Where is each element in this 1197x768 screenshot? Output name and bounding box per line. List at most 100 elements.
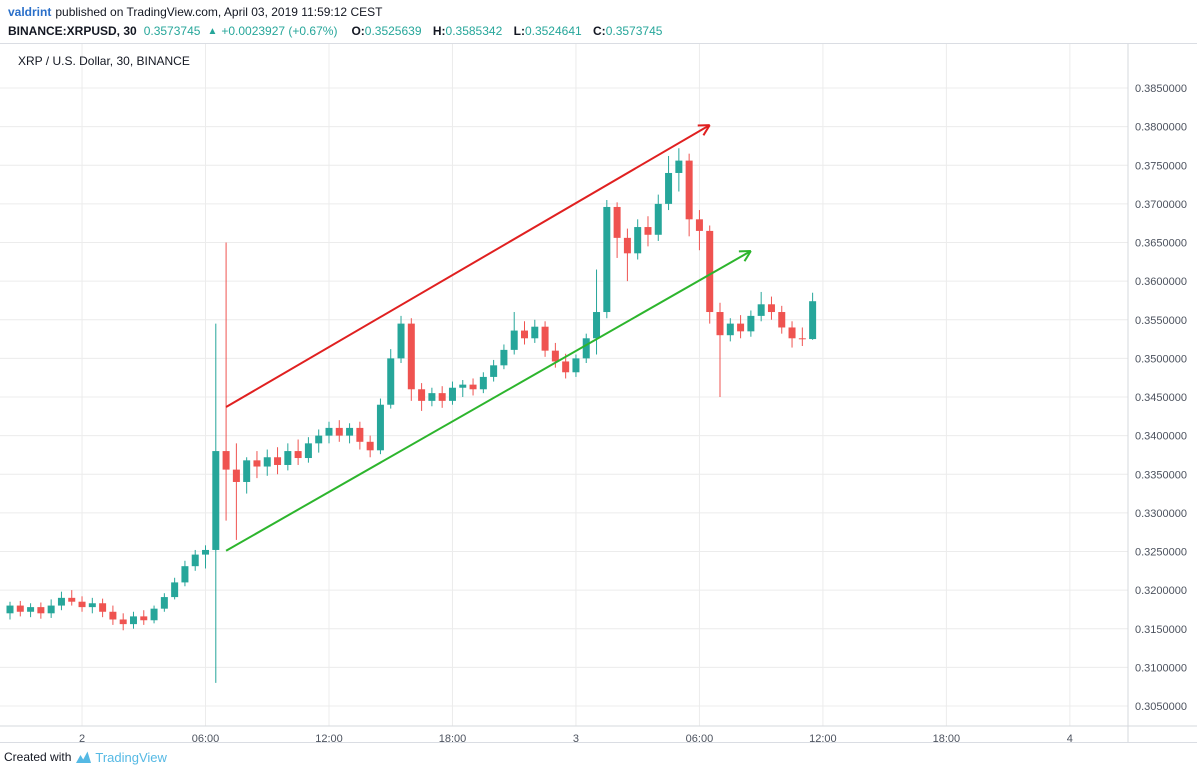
- candle-body-down: [788, 327, 796, 339]
- candle-body-up: [325, 427, 333, 436]
- price-tick-label: 0.3400000: [1135, 431, 1187, 443]
- candle-body-down: [562, 361, 570, 373]
- candle-body-down: [294, 451, 302, 459]
- candle-body-up: [181, 566, 189, 583]
- candle-body-up: [593, 312, 601, 339]
- time-tick-label: 06:00: [192, 733, 220, 742]
- candle-body-down: [767, 304, 775, 313]
- publish-text: published on TradingView.com, April 03, …: [55, 5, 383, 19]
- time-tick-label: 3: [573, 733, 579, 742]
- candle-body-down: [469, 384, 477, 390]
- candle-body-down: [685, 160, 693, 220]
- candle-body-up: [304, 443, 312, 459]
- candle-body-up: [665, 172, 673, 204]
- candle-body-up: [263, 457, 271, 467]
- symbol-info-bar: BINANCE:XRPUSD, 30 0.3573745 ▲ +0.002392…: [0, 20, 1197, 43]
- price-tick-label: 0.3350000: [1135, 469, 1187, 481]
- price-tick-label: 0.3500000: [1135, 353, 1187, 365]
- tradingview-brand-text: TradingView: [95, 749, 167, 765]
- candle-body-down: [521, 330, 528, 339]
- low-label: L:: [513, 24, 525, 38]
- price-tick-label: 0.3700000: [1135, 199, 1187, 211]
- candle-body-down: [418, 389, 426, 401]
- candle-body-up: [479, 376, 487, 390]
- up-arrow-icon: ▲: [207, 26, 218, 37]
- candle-body-down: [407, 323, 415, 390]
- candle-body-down: [274, 457, 282, 465]
- candle-body-up: [572, 358, 580, 373]
- trend-line-lower-green[interactable]: [225, 250, 752, 552]
- candle-body-up: [150, 608, 158, 621]
- candle-body-up: [376, 404, 384, 451]
- candle-body-down: [551, 350, 559, 362]
- candle-body-up: [57, 597, 65, 606]
- price-tick-label: 0.3600000: [1135, 276, 1187, 288]
- publish-info-bar: valdrint published on TradingView.com, Ap…: [0, 0, 1197, 20]
- tradingview-logo-icon: [76, 751, 92, 763]
- last-price: 0.3573745: [143, 24, 201, 38]
- price-tick-label: 0.3250000: [1135, 547, 1187, 559]
- candle-body-up: [510, 330, 518, 350]
- candle-body-up: [603, 206, 611, 313]
- candle-body-up: [582, 338, 590, 359]
- candle-body-up: [160, 597, 168, 609]
- low-value: 0.3524641: [524, 24, 582, 38]
- candle-body-up: [387, 358, 395, 405]
- time-tick-label: 2: [79, 733, 85, 742]
- high-value: 0.3585342: [445, 24, 503, 38]
- candle-body-up: [284, 451, 292, 465]
- candle-body-down: [78, 601, 86, 608]
- candle-body-down: [695, 219, 703, 231]
- candle-body-up: [500, 349, 508, 366]
- candle-body-down: [706, 230, 714, 313]
- candle-body-down: [541, 326, 549, 351]
- time-tick-label: 18:00: [933, 733, 961, 742]
- price-tick-label: 0.3050000: [1135, 701, 1187, 713]
- candle-body-up: [459, 384, 467, 388]
- candle-body-down: [140, 616, 148, 621]
- close-label: C:: [593, 24, 606, 38]
- candle-body-down: [335, 427, 343, 436]
- candle-body-down: [253, 460, 261, 467]
- candle-body-up: [191, 554, 199, 567]
- candle-body-down: [644, 227, 652, 235]
- chart-area[interactable]: 0.3050000 0.3100000 0.3150000 0.3200000 0.32…: [0, 43, 1197, 743]
- tradingview-link[interactable]: TradingView: [76, 750, 167, 765]
- footer-bar: Created with TradingView: [0, 743, 1197, 768]
- candle-body-down: [37, 607, 45, 614]
- candle-body-down: [356, 427, 364, 442]
- candle-body-up: [531, 326, 539, 339]
- candle-body-up: [129, 616, 137, 625]
- candle-body-up: [6, 605, 14, 614]
- candle-body-up: [757, 304, 765, 316]
- candle-body-down: [109, 611, 117, 620]
- candle-body-down: [99, 603, 107, 612]
- trend-line-lower-green-arrowhead: [743, 250, 752, 262]
- open-label: O:: [351, 24, 365, 38]
- candle-body-up: [243, 460, 251, 482]
- price-tick-label: 0.3800000: [1135, 122, 1187, 134]
- candle-body-up: [490, 365, 498, 377]
- price-tick-label: 0.3200000: [1135, 585, 1187, 597]
- candle-body-down: [68, 597, 76, 602]
- candle-body-down: [778, 312, 786, 328]
- candle-body-up: [202, 549, 210, 555]
- price-tick-label: 0.3450000: [1135, 392, 1187, 404]
- candle-body-up: [397, 323, 405, 359]
- close-value: 0.3573745: [605, 24, 663, 38]
- price-tick-label: 0.3150000: [1135, 624, 1187, 636]
- candle-body-up: [212, 451, 220, 550]
- candlestick-chart: 0.3050000 0.3100000 0.3150000 0.3200000 0.32…: [0, 44, 1197, 742]
- candle-body-up: [171, 582, 179, 598]
- candle-body-down: [222, 451, 230, 470]
- candle-body-down: [366, 441, 374, 451]
- created-with-text: Created with: [4, 750, 72, 764]
- author-link[interactable]: valdrint: [8, 5, 52, 19]
- candle-body-down: [737, 323, 745, 332]
- trend-line-upper-red[interactable]: [225, 124, 711, 408]
- candle-body-up: [346, 427, 354, 436]
- price-tick-label: 0.3550000: [1135, 315, 1187, 327]
- price-tick-label: 0.3300000: [1135, 508, 1187, 520]
- price-change: +0.0023927 (+0.67%): [221, 24, 338, 38]
